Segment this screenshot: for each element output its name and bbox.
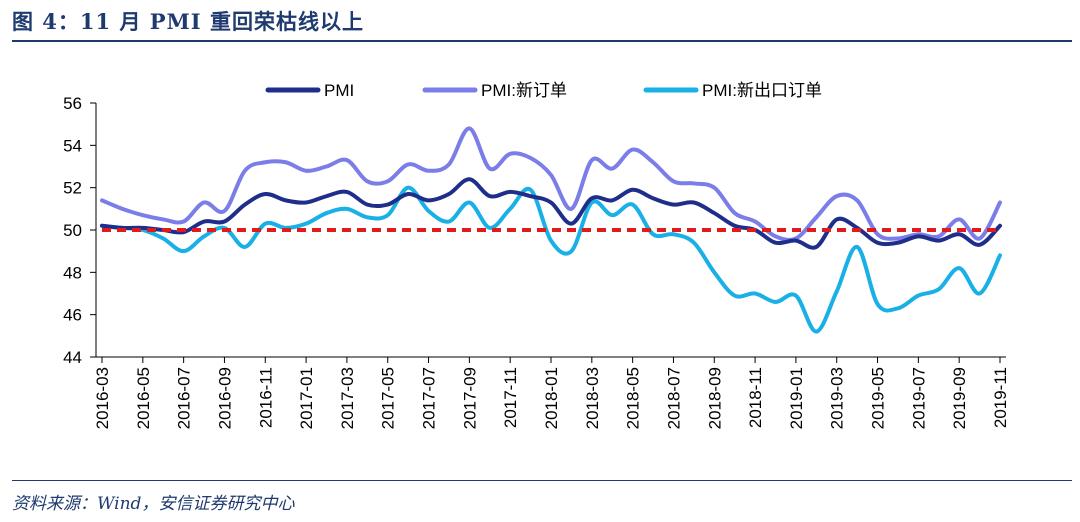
x-tick-label: 2018-07 [664, 367, 683, 429]
x-tick-label: 2019-05 [869, 367, 888, 429]
series-line-0 [100, 177, 1002, 250]
chart-series [100, 126, 1002, 334]
title-divider [12, 40, 1072, 42]
series-line-2 [100, 185, 1002, 334]
legend-label: PMI:新订单 [481, 81, 567, 100]
x-tick-label: 2017-11 [501, 367, 520, 428]
x-tick-label: 2019-11 [991, 367, 1010, 428]
x-tick-label: 2019-01 [787, 367, 806, 429]
y-tick-label: 56 [63, 94, 82, 113]
x-tick-label: 2019-07 [909, 367, 928, 429]
y-tick-label: 54 [63, 136, 82, 155]
y-tick-label: 44 [63, 348, 82, 367]
y-tick-label: 52 [63, 179, 82, 198]
x-tick-label: 2018-01 [542, 367, 561, 429]
x-tick-label: 2016-07 [175, 367, 194, 429]
x-tick-label: 2016-11 [256, 367, 275, 428]
x-tick-label: 2018-03 [583, 367, 602, 429]
x-tick-label: 2017-05 [379, 367, 398, 429]
legend-label: PMI:新出口订单 [702, 81, 822, 100]
x-tick-label: 2018-09 [705, 367, 724, 429]
footer-divider [12, 480, 1072, 481]
y-tick-label: 48 [63, 263, 82, 282]
chart-axes: 44 46 48 50 52 54 56 2016-03 2016-05 2016-07 2016-… [63, 94, 1010, 429]
source-note: 资料来源：Wind，安信证券研究中心 [12, 494, 295, 514]
y-tick-label: 46 [63, 306, 82, 325]
legend-label: PMI [324, 81, 354, 100]
series-line-1 [100, 126, 1002, 242]
x-tick-label: 2017-01 [297, 367, 316, 429]
x-tick-label: 2018-11 [746, 367, 765, 428]
x-tick-label: 2016-09 [215, 367, 234, 429]
x-tick-label: 2017-07 [420, 367, 439, 429]
x-tick-label: 2018-05 [624, 367, 643, 429]
chart-title: 图 4：11 月 PMI 重回荣枯线以上 [12, 9, 364, 34]
y-tick-label: 50 [63, 221, 82, 240]
x-tick-label: 2016-03 [93, 367, 112, 429]
x-tick-label: 2016-05 [134, 367, 153, 429]
x-tick-label: 2019-09 [950, 367, 969, 429]
x-tick-label: 2017-09 [460, 367, 479, 429]
x-tick-label: 2019-03 [828, 367, 847, 429]
chart-legend: PMI PMI:新订单 PMI:新出口订单 [265, 81, 822, 100]
x-tick-label: 2017-03 [338, 367, 357, 429]
